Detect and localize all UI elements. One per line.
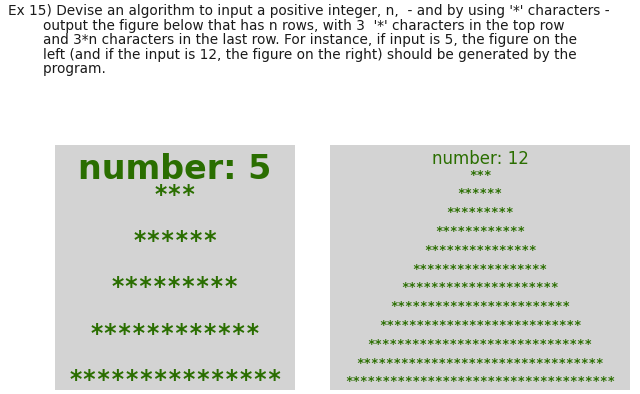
Text: *********: ********* (446, 206, 514, 219)
Text: ************************************: ************************************ (345, 375, 615, 388)
Text: number: 12: number: 12 (431, 150, 529, 168)
FancyBboxPatch shape (55, 145, 295, 390)
Text: ******: ****** (132, 229, 218, 253)
Text: *********************************: ********************************* (356, 357, 604, 370)
Text: ******************************: ****************************** (367, 338, 593, 351)
Text: number: 5: number: 5 (78, 153, 272, 186)
Text: ******: ****** (458, 187, 502, 200)
FancyBboxPatch shape (330, 145, 630, 390)
Text: and 3*n characters in the last row. For instance, if input is 5, the figure on t: and 3*n characters in the last row. For … (8, 33, 577, 47)
Text: *********************: ********************* (401, 281, 559, 294)
Text: Ex 15) Devise an algorithm to input a positive integer, n,  - and by using '*' c: Ex 15) Devise an algorithm to input a po… (8, 4, 610, 18)
Text: ************************: ************************ (390, 300, 570, 313)
Text: ***************: *************** (68, 368, 282, 392)
Text: ***: *** (468, 169, 492, 182)
Text: left (and if the input is 12, the figure on the right) should be generated by th: left (and if the input is 12, the figure… (8, 48, 577, 61)
Text: ***: *** (154, 183, 196, 207)
Text: ******************: ****************** (413, 262, 547, 275)
Text: ************: ************ (435, 225, 525, 238)
Text: ************: ************ (90, 322, 260, 346)
Text: *********: ********* (111, 275, 239, 299)
Text: program.: program. (8, 62, 106, 76)
Text: ***************: *************** (424, 244, 536, 257)
Text: output the figure below that has n rows, with 3  '*' characters in the top row: output the figure below that has n rows,… (8, 19, 564, 32)
Text: ***************************: *************************** (379, 319, 581, 332)
